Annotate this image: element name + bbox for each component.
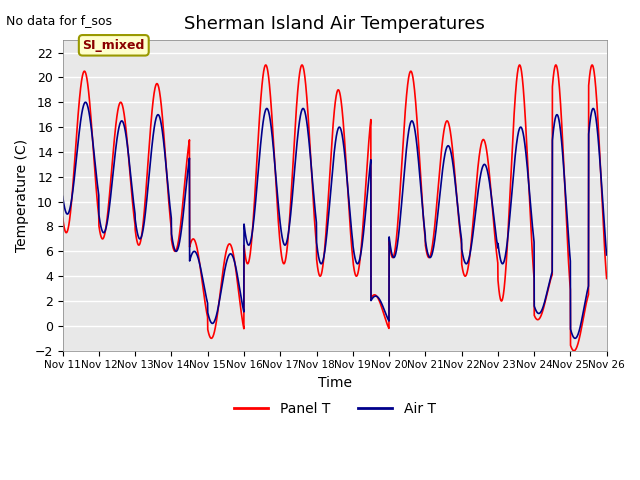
Panel T	[603, 276, 611, 281]
Panel T	[570, 348, 578, 354]
X-axis label: Time: Time	[317, 376, 351, 390]
Air T	[534, 310, 541, 316]
Line: Air T: Air T	[63, 102, 607, 338]
Air T	[82, 99, 90, 105]
Panel T	[291, 130, 299, 135]
Panel T	[153, 81, 161, 86]
Air T	[291, 162, 299, 168]
Panel T	[593, 92, 600, 97]
Title: Sherman Island Air Temperatures: Sherman Island Air Temperatures	[184, 15, 485, 33]
Panel T	[268, 104, 275, 110]
Text: SI_mixed: SI_mixed	[83, 39, 145, 52]
Air T	[154, 112, 161, 118]
Air T	[593, 118, 600, 123]
Y-axis label: Temperature (C): Temperature (C)	[15, 139, 29, 252]
Air T	[121, 126, 129, 132]
Panel T	[59, 215, 67, 220]
Air T	[572, 336, 579, 341]
Panel T	[121, 115, 129, 121]
Line: Panel T: Panel T	[63, 65, 607, 351]
Panel T	[588, 62, 596, 68]
Air T	[268, 126, 275, 132]
Panel T	[534, 317, 541, 323]
Text: No data for f_sos: No data for f_sos	[6, 14, 113, 27]
Legend: Panel T, Air T: Panel T, Air T	[228, 396, 441, 421]
Air T	[59, 193, 67, 199]
Air T	[603, 252, 611, 258]
